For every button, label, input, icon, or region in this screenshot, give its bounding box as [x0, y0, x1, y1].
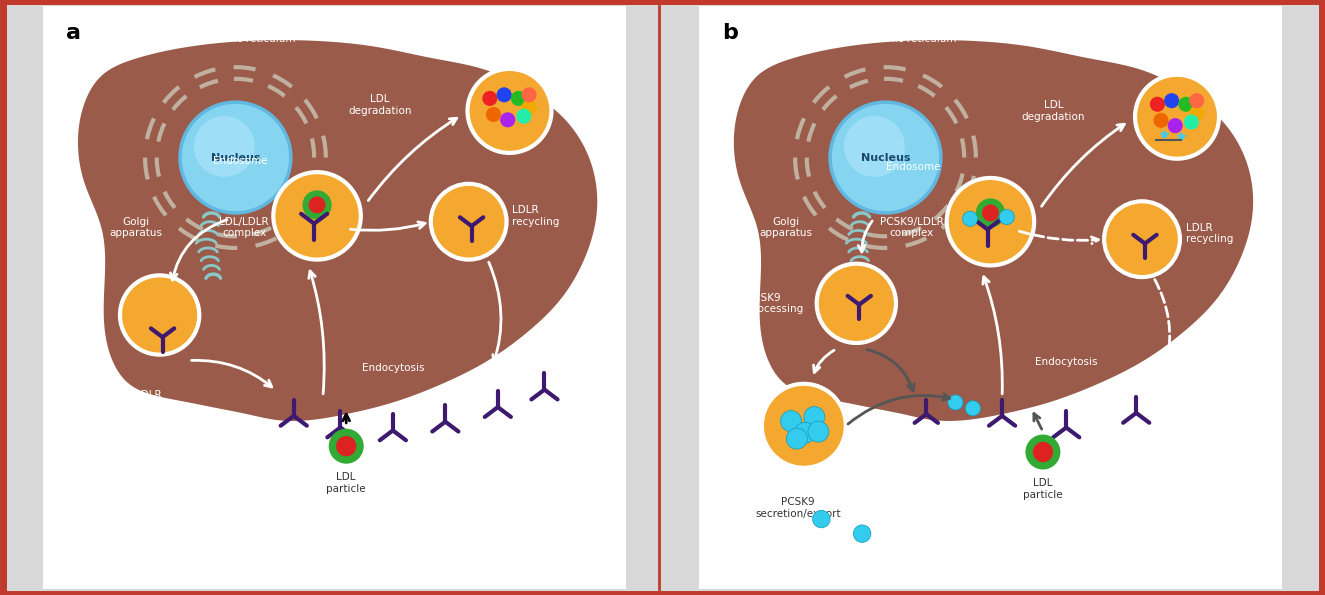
- Text: Lysosome: Lysosome: [558, 53, 608, 63]
- Circle shape: [468, 69, 551, 153]
- Text: LDL
degradation: LDL degradation: [1022, 100, 1085, 122]
- Text: Lysosome: Lysosome: [1224, 59, 1276, 69]
- Text: LDLR
recycling: LDLR recycling: [1186, 223, 1234, 244]
- Circle shape: [786, 428, 807, 449]
- Circle shape: [1154, 112, 1169, 128]
- Circle shape: [1136, 75, 1219, 159]
- Text: LDL
degradation: LDL degradation: [348, 94, 412, 116]
- Circle shape: [780, 411, 802, 431]
- Circle shape: [1150, 97, 1165, 112]
- Text: Endocytosis: Endocytosis: [1035, 358, 1097, 368]
- Text: LDL
particle: LDL particle: [1023, 478, 1063, 500]
- Circle shape: [975, 198, 1006, 227]
- Circle shape: [302, 190, 331, 220]
- Circle shape: [1189, 93, 1204, 108]
- Circle shape: [1178, 97, 1194, 112]
- Text: a: a: [66, 23, 81, 43]
- Circle shape: [329, 429, 364, 464]
- Text: Golgi
apparatus: Golgi apparatus: [759, 217, 812, 239]
- Circle shape: [193, 116, 254, 177]
- Circle shape: [1167, 118, 1183, 133]
- Text: LDL/LDLR
complex: LDL/LDLR complex: [220, 217, 269, 239]
- Text: Nucleus: Nucleus: [861, 152, 910, 162]
- Circle shape: [812, 511, 829, 528]
- Text: Endocytosis: Endocytosis: [362, 364, 424, 373]
- Circle shape: [1026, 434, 1060, 469]
- Circle shape: [808, 421, 829, 442]
- Polygon shape: [78, 40, 598, 421]
- Circle shape: [999, 209, 1015, 225]
- Circle shape: [947, 395, 963, 410]
- Circle shape: [522, 87, 537, 102]
- Text: Endosome: Endosome: [886, 162, 941, 172]
- Circle shape: [816, 264, 896, 343]
- Text: PCSK9/LDLR
complex: PCSK9/LDLR complex: [880, 217, 943, 239]
- Circle shape: [180, 102, 290, 213]
- Circle shape: [966, 400, 980, 416]
- Circle shape: [309, 196, 326, 214]
- Circle shape: [482, 91, 497, 106]
- Text: LDLR: LDLR: [568, 374, 595, 384]
- Circle shape: [829, 102, 941, 213]
- Circle shape: [946, 178, 1035, 265]
- Circle shape: [431, 184, 506, 259]
- Text: Endosome: Endosome: [213, 156, 268, 167]
- Text: LDLR
synthesis: LDLR synthesis: [123, 390, 172, 411]
- Text: LDL
particle: LDL particle: [326, 472, 366, 494]
- Circle shape: [844, 116, 905, 177]
- Circle shape: [982, 205, 999, 221]
- Circle shape: [853, 525, 871, 543]
- Circle shape: [121, 275, 199, 355]
- Circle shape: [962, 211, 978, 226]
- Circle shape: [500, 112, 515, 127]
- Circle shape: [337, 436, 356, 456]
- Circle shape: [517, 109, 531, 124]
- Circle shape: [1032, 442, 1053, 462]
- Circle shape: [1165, 93, 1179, 108]
- Circle shape: [1189, 106, 1204, 121]
- Circle shape: [522, 100, 537, 115]
- Text: LDLR
recycling: LDLR recycling: [513, 205, 559, 227]
- Circle shape: [511, 91, 526, 106]
- Circle shape: [273, 172, 360, 259]
- Text: PCSK9
secretion/export: PCSK9 secretion/export: [755, 497, 841, 518]
- Polygon shape: [734, 40, 1253, 421]
- Text: Golgi
apparatus: Golgi apparatus: [110, 217, 163, 239]
- Text: LDLR: LDLR: [1212, 380, 1239, 390]
- Text: LDLR
synthesis: LDLR synthesis: [861, 426, 910, 447]
- Text: PCSK9
self-processing: PCSK9 self-processing: [725, 293, 803, 314]
- Circle shape: [1104, 201, 1181, 277]
- Circle shape: [497, 87, 511, 102]
- Circle shape: [486, 107, 501, 122]
- Text: b: b: [722, 23, 738, 43]
- Circle shape: [795, 422, 815, 443]
- Circle shape: [804, 406, 825, 428]
- Circle shape: [762, 384, 845, 468]
- Text: Nucleus: Nucleus: [211, 152, 260, 162]
- Circle shape: [1183, 114, 1199, 130]
- Text: Endoplasmic reticulum: Endoplasmic reticulum: [176, 34, 295, 44]
- Text: Endoplasmic reticulum: Endoplasmic reticulum: [837, 34, 957, 44]
